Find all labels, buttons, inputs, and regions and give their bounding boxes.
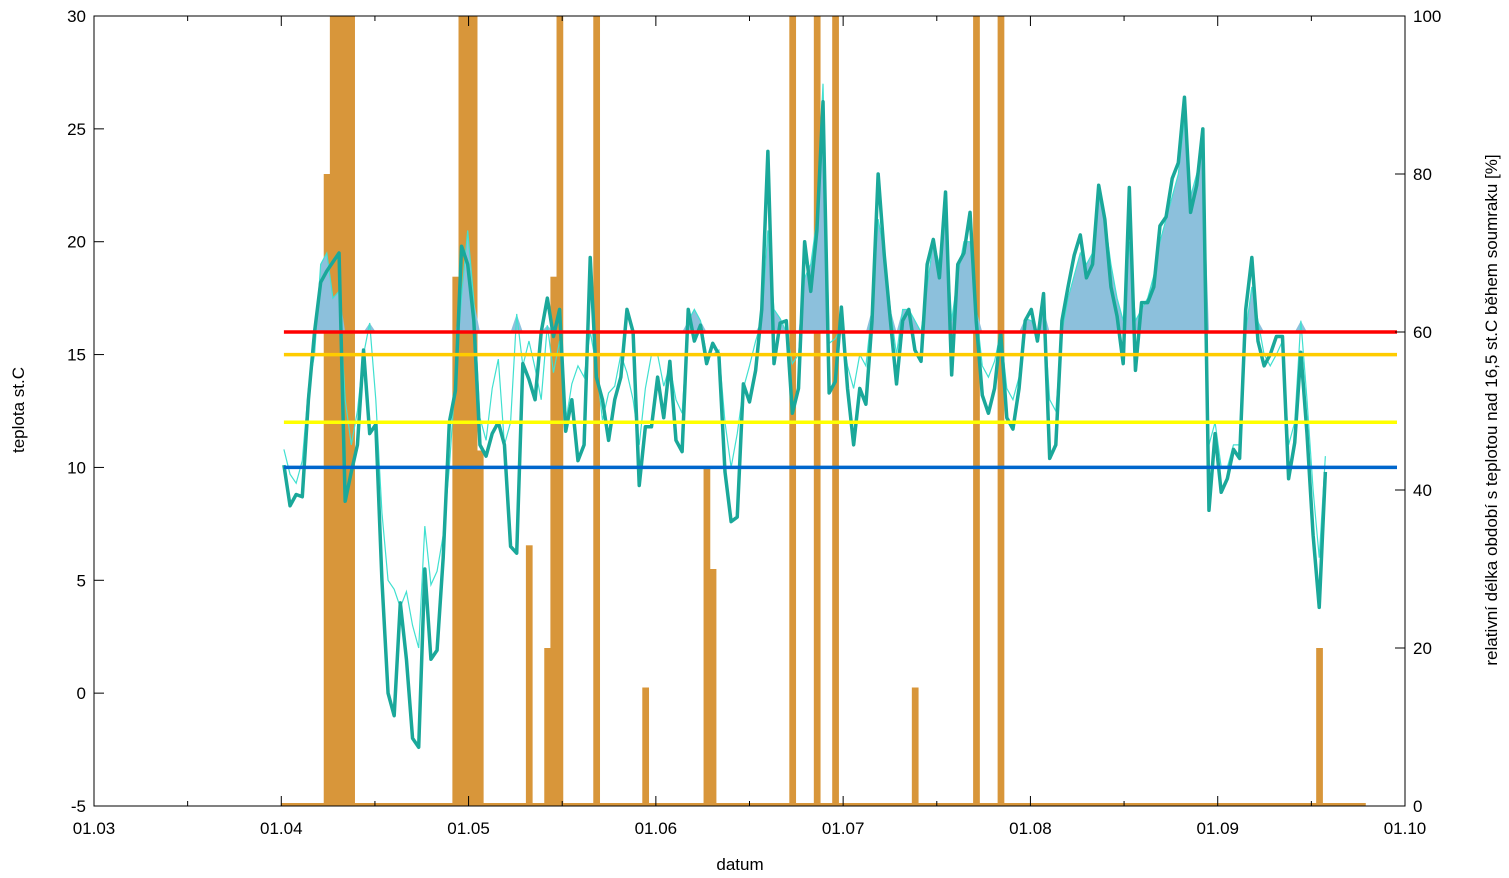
bar-mark [477, 451, 484, 807]
bar-mark [593, 16, 600, 806]
y-axis-label: teplota st.C [9, 367, 28, 453]
x-tick-label: 01.03 [73, 819, 116, 838]
x-tick-label: 01.10 [1384, 819, 1427, 838]
y-tick-label: 15 [67, 346, 86, 365]
bar-mark [814, 16, 821, 806]
bar-mark [557, 16, 564, 806]
x-tick-label: 01.07 [822, 819, 865, 838]
bar-mark [642, 688, 649, 807]
bar-mark [544, 648, 551, 806]
bar-mark [459, 16, 466, 806]
bar-mark [348, 16, 355, 806]
bar-mark [973, 16, 980, 806]
x-axis-label: datum [716, 855, 763, 874]
y2-tick-label: 20 [1413, 639, 1432, 658]
x-tick-label: 01.09 [1196, 819, 1239, 838]
y2-tick-label: 60 [1413, 323, 1432, 342]
y-tick-label: 0 [77, 684, 86, 703]
plot-area [281, 16, 1366, 806]
bar-mark [465, 16, 472, 806]
y-tick-label: 25 [67, 120, 86, 139]
y-tick-label: 20 [67, 233, 86, 252]
x-tick-label: 01.05 [447, 819, 490, 838]
bar-mark [832, 16, 839, 806]
x-tick-label: 01.04 [260, 819, 303, 838]
y-tick-label: 5 [77, 571, 86, 590]
bar-mark [912, 688, 919, 807]
bar-mark [1316, 648, 1323, 806]
bar-mark [330, 16, 337, 806]
series-thin-line [284, 84, 1325, 648]
bar-mark [704, 466, 711, 806]
bar-mark [471, 16, 478, 806]
y2-tick-label: 80 [1413, 165, 1432, 184]
bar-mark [526, 545, 533, 806]
bar-mark [710, 569, 717, 806]
x-tick-label: 01.08 [1009, 819, 1052, 838]
y2-tick-label: 0 [1413, 797, 1422, 816]
bar-mark [998, 16, 1005, 806]
y-tick-label: 30 [67, 7, 86, 26]
x-tick-label: 01.06 [635, 819, 678, 838]
y-tick-label: 10 [67, 458, 86, 477]
y2-tick-label: 40 [1413, 481, 1432, 500]
y-tick-label: -5 [71, 797, 86, 816]
y2-axis-label: relativní délka období s teplotou nad 16… [1482, 154, 1501, 665]
y2-tick-label: 100 [1413, 7, 1441, 26]
